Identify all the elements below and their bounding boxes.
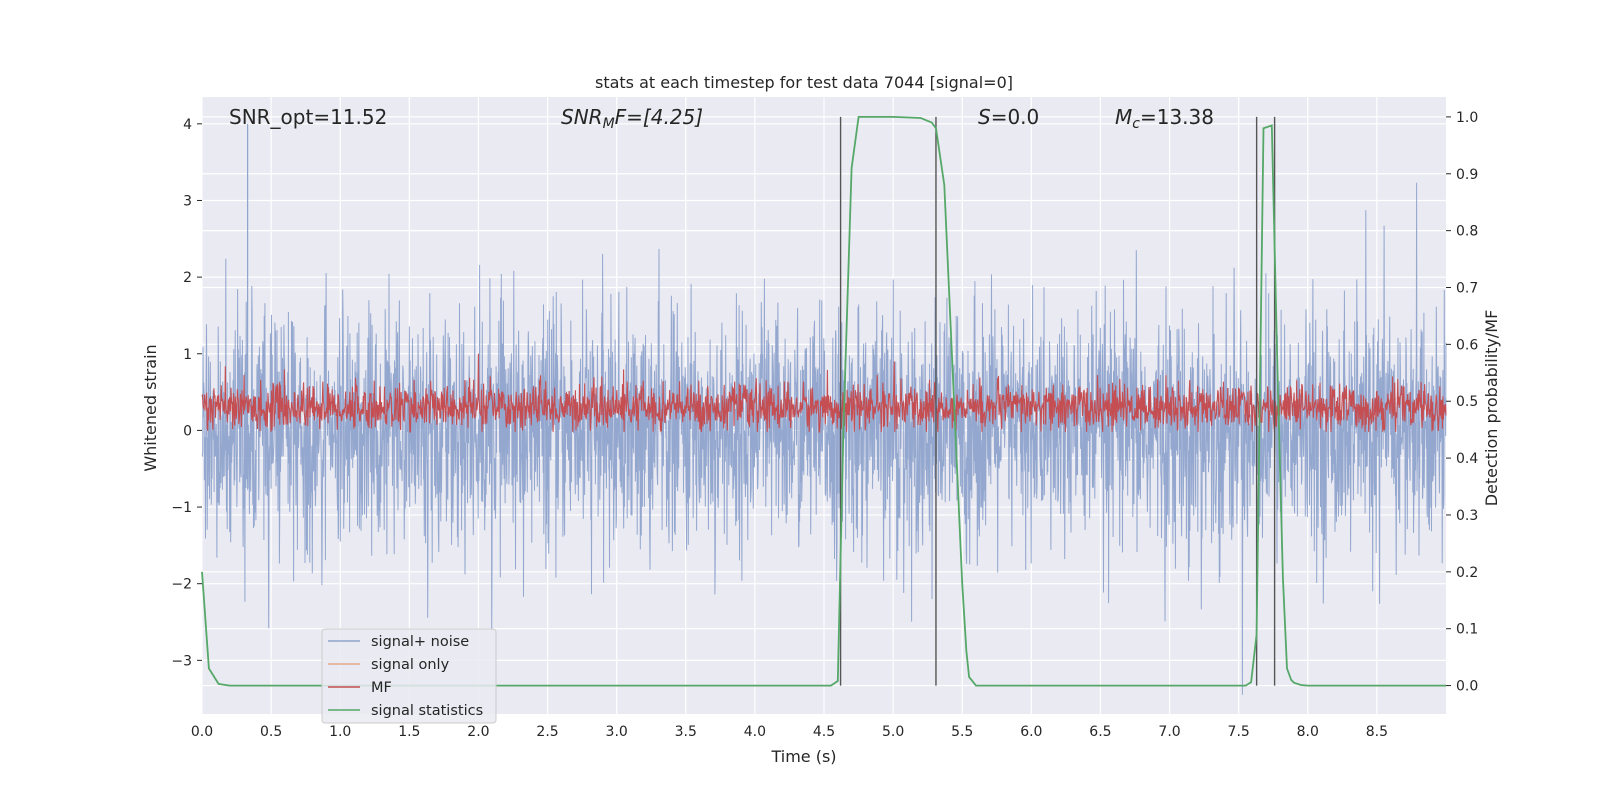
x-tick-label: 1.5 bbox=[398, 724, 420, 740]
x-tick-label: 3.0 bbox=[606, 724, 628, 740]
y-ticks-left: −3 −2 −1 0 1 2 3 4 bbox=[171, 117, 202, 669]
y-tick-label-right: 0.9 bbox=[1456, 167, 1478, 183]
y-tick-label-left: −1 bbox=[171, 500, 192, 516]
legend-label-signal-only: signal only bbox=[371, 657, 450, 673]
y-tick-label-right: 0.0 bbox=[1456, 679, 1478, 695]
x-tick-label: 2.5 bbox=[536, 724, 558, 740]
x-tick-label: 8.5 bbox=[1366, 724, 1388, 740]
x-tick-label: 4.0 bbox=[744, 724, 766, 740]
series-signal-statistics bbox=[201, 116, 1446, 687]
series-mf bbox=[201, 353, 1447, 433]
line-mf bbox=[201, 353, 1447, 433]
y-tick-label-right: 0.3 bbox=[1456, 508, 1478, 524]
legend-label-signal-noise: signal+ noise bbox=[371, 634, 469, 650]
x-tick-label: 3.5 bbox=[675, 724, 697, 740]
x-tick-label: 6.5 bbox=[1089, 724, 1111, 740]
y-tick-label-right: 0.6 bbox=[1456, 337, 1478, 353]
y-tick-label-right: 0.8 bbox=[1456, 224, 1478, 240]
y-tick-label-left: 0 bbox=[183, 423, 192, 439]
annotation-snr-opt: SNR_opt=11.52 bbox=[229, 105, 387, 129]
x-tick-label: 5.5 bbox=[951, 724, 973, 740]
series-signal-noise bbox=[201, 123, 1447, 695]
y-tick-label-right: 0.1 bbox=[1456, 622, 1478, 638]
x-tick-label: 8.0 bbox=[1297, 724, 1319, 740]
x-tick-label: 2.0 bbox=[467, 724, 489, 740]
legend-box bbox=[321, 628, 497, 724]
legend-label-mf: MF bbox=[371, 680, 392, 696]
line-signal-noise bbox=[201, 182, 1447, 695]
x-tick-label: 5.0 bbox=[882, 724, 904, 740]
x-tick-label: 6.0 bbox=[1020, 724, 1042, 740]
y-ticks-right: 0.0 0.1 0.2 0.3 0.4 0.5 0.6 0.7 0.8 0.9 1.0 bbox=[1446, 110, 1478, 695]
x-tick-label: 1.0 bbox=[329, 724, 351, 740]
y-tick-label-left: −2 bbox=[171, 577, 192, 593]
legend-label-signal-statistics: signal statistics bbox=[371, 703, 483, 719]
y-tick-label-left: 2 bbox=[183, 270, 192, 286]
y-tick-label-left: −3 bbox=[171, 653, 192, 669]
x-tick-label: 7.0 bbox=[1158, 724, 1180, 740]
x-axis-label: Time (s) bbox=[770, 747, 836, 766]
x-ticks: 0.0 0.5 1.0 1.5 2.0 2.5 3.0 3.5 4.0 4.5 5.0 5.5 6.0 6… bbox=[191, 724, 1388, 740]
y-tick-label-right: 0.5 bbox=[1456, 394, 1478, 410]
x-tick-label: 7.5 bbox=[1228, 724, 1250, 740]
y-tick-label-right: 0.2 bbox=[1456, 565, 1478, 581]
y-tick-label-right: 0.4 bbox=[1456, 451, 1478, 467]
line-signal-statistics bbox=[201, 116, 1446, 687]
x-tick-label: 0.5 bbox=[260, 724, 282, 740]
chart-title: stats at each timestep for test data 704… bbox=[595, 73, 1013, 92]
annotation-mc: Mc=13.38 bbox=[1115, 105, 1214, 132]
y-tick-label-left: 3 bbox=[183, 193, 192, 209]
y-tick-label-right: 1.0 bbox=[1456, 110, 1478, 126]
annotation-snr-mf: SNRMF=[4.25] bbox=[561, 105, 703, 132]
annotation-s: S=0.0 bbox=[978, 105, 1039, 129]
x-tick-label: 4.5 bbox=[813, 724, 835, 740]
y-axis-label-left: Whitened strain bbox=[141, 344, 160, 471]
y-tick-label-right: 0.7 bbox=[1456, 281, 1478, 297]
legend: signal+ noise signal only MF signal stat… bbox=[321, 628, 497, 724]
y-tick-label-left: 1 bbox=[183, 347, 192, 363]
x-tick-label: 0.0 bbox=[191, 724, 213, 740]
y-tick-label-left: 4 bbox=[183, 117, 192, 133]
y-axis-label-right: Detection probability/MF bbox=[1482, 310, 1501, 507]
